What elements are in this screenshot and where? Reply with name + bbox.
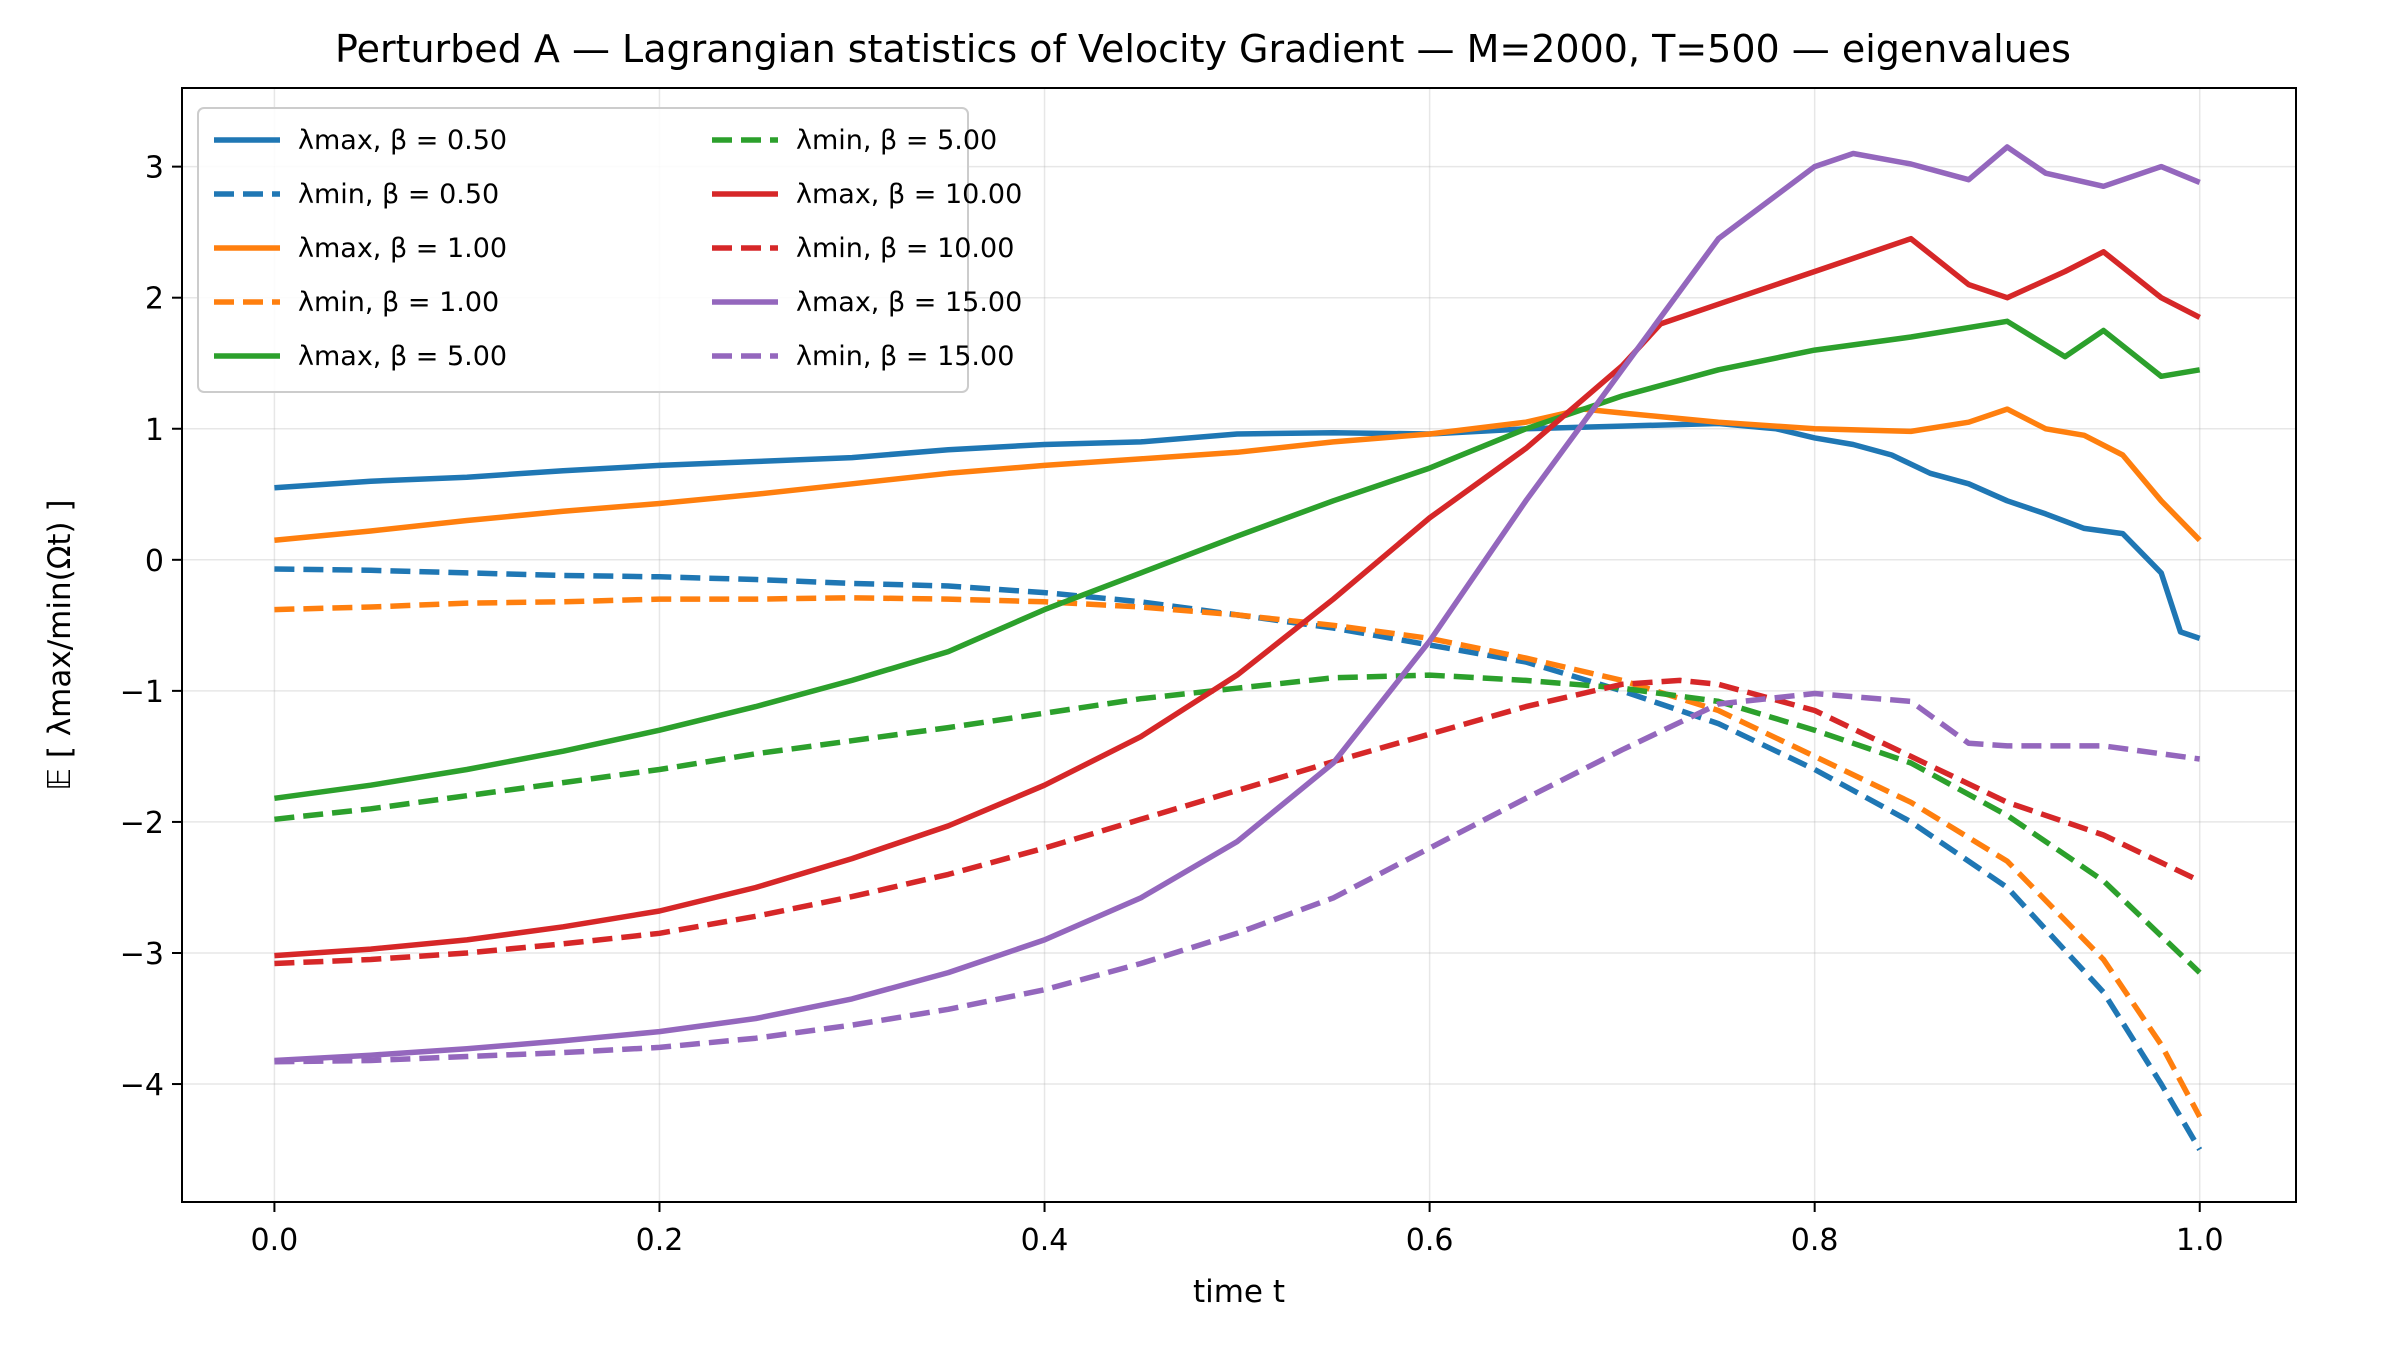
legend-label-5: λmin, β = 5.00 — [796, 125, 997, 156]
series-line-6 — [274, 235, 2201, 959]
legend-label-8: λmax, β = 15.00 — [796, 287, 1022, 318]
legend-label-0: λmax, β = 0.50 — [298, 125, 507, 156]
series-line-5 — [274, 672, 2202, 975]
x-tick-label: 0.4 — [1021, 1223, 1069, 1258]
x-tick-label: 0.2 — [636, 1223, 684, 1258]
y-tick-label: 1 — [145, 413, 164, 448]
y-tick-label: −4 — [120, 1068, 164, 1103]
y-tick-label: −3 — [120, 937, 164, 972]
series-line-9 — [274, 690, 2201, 1065]
legend-label-7: λmin, β = 10.00 — [796, 233, 1014, 264]
series-line-0 — [274, 420, 2201, 642]
series-line-3 — [274, 595, 2203, 1119]
y-tick-label: 0 — [145, 544, 164, 579]
y-tick-label: 3 — [145, 151, 164, 186]
y-tick-label: 2 — [145, 282, 164, 317]
legend-label-1: λmin, β = 0.50 — [298, 179, 499, 210]
plot-frame — [181, 87, 2297, 1203]
x-tick-label: 0.8 — [1791, 1223, 1839, 1258]
y-axis-label: 𝔼 [ λmax/min(Ωt) ] — [42, 499, 78, 790]
legend-label-2: λmax, β = 1.00 — [298, 233, 507, 264]
series-line-8 — [274, 144, 2201, 1064]
x-axis-label: time t — [1193, 1274, 1285, 1310]
x-tick-label: 1.0 — [2176, 1223, 2224, 1258]
x-tick-label: 0.0 — [251, 1223, 299, 1258]
legend-label-6: λmax, β = 10.00 — [796, 179, 1022, 210]
chart-title: Perturbed A — Lagrangian statistics of V… — [335, 27, 2071, 71]
series-line-1 — [274, 566, 2203, 1151]
legend-label-4: λmax, β = 5.00 — [298, 341, 507, 372]
y-tick-label: −2 — [120, 806, 164, 841]
series-line-7 — [274, 677, 2201, 967]
series-line-2 — [274, 406, 2202, 543]
legend-label-3: λmin, β = 1.00 — [298, 287, 499, 318]
x-tick-label: 0.6 — [1406, 1223, 1454, 1258]
y-tick-label: −1 — [120, 675, 164, 710]
series-line-4 — [274, 318, 2201, 802]
legend-label-9: λmin, β = 15.00 — [796, 341, 1014, 372]
legend-box — [197, 107, 969, 393]
